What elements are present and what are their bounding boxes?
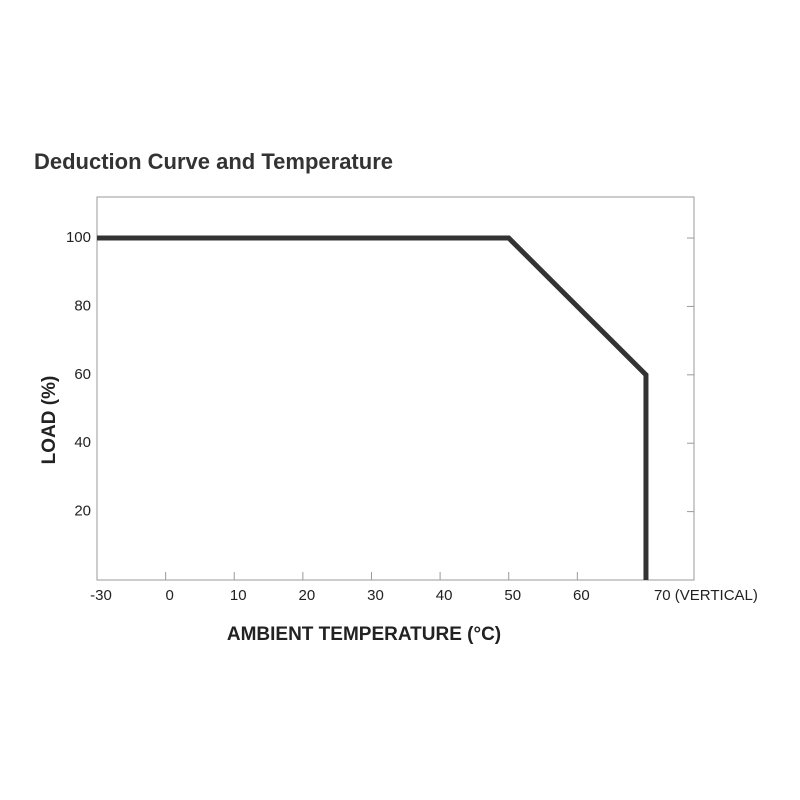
x-tick-label: -30 bbox=[90, 587, 112, 604]
data-line bbox=[97, 235, 649, 580]
x-tick-label: 60 bbox=[573, 587, 590, 604]
y-tick-label: 60 bbox=[74, 366, 91, 383]
x-tick-label: 70 (VERTICAL) bbox=[654, 587, 758, 604]
x-tick-label: 40 bbox=[436, 587, 453, 604]
x-tick-label: 0 bbox=[165, 587, 173, 604]
y-tick-label: 20 bbox=[74, 503, 91, 520]
x-tick-label: 20 bbox=[299, 587, 316, 604]
x-tick-label: 50 bbox=[504, 587, 521, 604]
y-tick-label: 80 bbox=[74, 297, 91, 314]
y-axis-label: LOAD (%) bbox=[39, 376, 60, 465]
x-tick-label: 10 bbox=[230, 587, 247, 604]
chart-title: Deduction Curve and Temperature bbox=[34, 149, 393, 174]
x-tick-label: 30 bbox=[367, 587, 384, 604]
y-tick-label: 40 bbox=[74, 434, 91, 451]
x-axis-label: AMBIENT TEMPERATURE (°C) bbox=[227, 624, 501, 645]
plot-frame bbox=[96, 196, 695, 581]
y-tick-label: 100 bbox=[66, 229, 91, 246]
